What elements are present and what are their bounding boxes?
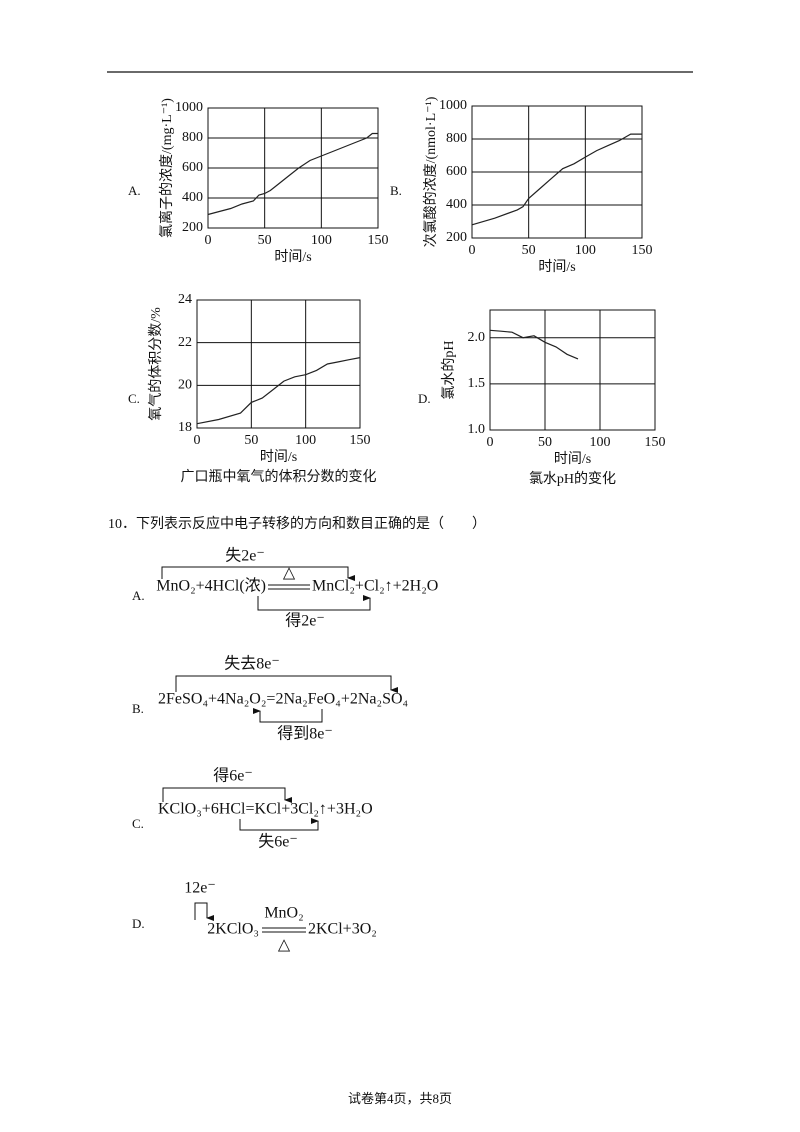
y-tick-label: 800 [182,130,203,145]
transfer-arrow [194,902,214,921]
y-axis-label: 氯水的pH [441,340,457,399]
question-stem: 下列表示反应中电子转移的方向和数目正确的是（ ） [136,515,486,532]
transfer-arrow [175,675,398,693]
x-tick-label: 0 [487,435,494,450]
y-tick-label: 1000 [439,98,467,113]
transfer-label: 失去8e⁻ [224,655,280,673]
x-axis-label: 时间/s [538,259,575,275]
y-tick-label: 24 [178,292,192,307]
y-tick-label: 1.5 [468,376,486,391]
chart-caption: 氯水pH的变化 [529,471,616,487]
option-label: C. [132,816,144,831]
y-tick-label: 1000 [175,100,203,115]
transfer-arrow [239,818,319,831]
condition: △ [278,937,291,954]
x-axis-label: 时间/s [274,249,311,265]
equation-right: 2KCl+3O₂ [308,921,377,938]
x-tick-label: 100 [311,233,332,248]
x-tick-label: 150 [368,233,389,248]
option-label: A. [128,183,141,198]
y-tick-label: 18 [178,420,192,435]
transfer-label: 失2e⁻ [225,547,265,565]
x-tick-label: 100 [575,243,596,258]
option-label: C. [128,391,140,406]
option-label: A. [132,588,145,603]
transfer-label: 12e⁻ [184,880,216,897]
y-tick-label: 20 [178,378,192,393]
equation: KClO₃+6HCl=KCl+3Cl₂↑+3H₂O [158,801,373,818]
question-number: 10． [108,517,136,532]
y-tick-label: 1.0 [468,422,486,437]
transfer-arrow [253,708,323,723]
equation-left: 2KClO₃ [207,921,259,938]
equation: 2FeSO₄+4Na₂O₂=2Na₂FeO₄+2Na₂SO₄ [158,691,409,708]
x-tick-label: 50 [244,433,258,448]
transfer-label: 得6e⁻ [213,767,253,785]
data-line [207,132,378,216]
transfer-arrow [257,595,371,611]
option-label: B. [132,701,144,716]
x-tick-label: 0 [469,243,476,258]
transfer-label: 得2e⁻ [285,612,325,630]
transfer-label: 失6e⁻ [258,833,298,851]
plot-frame [489,309,656,431]
x-tick-label: 100 [590,435,611,450]
option-label: D. [132,916,145,931]
y-axis-label: 氧气的体积分数/% [148,307,164,421]
y-tick-label: 200 [182,220,203,235]
plot-frame [471,105,643,239]
data-line [196,357,361,425]
x-tick-label: 150 [350,433,371,448]
transfer-label: 得到8e⁻ [277,725,333,743]
option-label: D. [418,391,431,406]
footer: 试卷第4页，共8页 [348,1091,452,1106]
x-tick-label: 50 [522,243,536,258]
x-tick-label: 100 [295,433,316,448]
y-tick-label: 2.0 [468,330,486,345]
y-tick-label: 22 [178,335,192,350]
x-tick-label: 0 [205,233,212,248]
condition: MnO₂ [264,905,303,922]
x-axis-label: 时间/s [554,451,591,467]
x-axis-label: 时间/s [260,449,297,465]
x-tick-label: 150 [632,243,653,258]
y-axis-label: 氯离子的浓度/(mg·L⁻¹) [158,98,175,238]
equation-right: MnCl₂+Cl₂↑+2H₂O [312,578,438,595]
transfer-arrow [162,787,292,803]
data-line [471,133,642,226]
plot-frame [196,299,361,429]
option-label: B. [390,183,402,198]
y-axis-label: 次氯酸的浓度/(nmol·L⁻¹) [423,96,439,247]
chart-caption: 广口瓶中氧气的体积分数的变化 [181,469,377,485]
data-line [489,329,579,360]
x-tick-label: 0 [194,433,201,448]
y-tick-label: 200 [446,230,467,245]
y-tick-label: 600 [182,160,203,175]
equation-left: MnO₂+4HCl(浓) [156,577,266,595]
y-tick-label: 600 [446,164,467,179]
transfer-arrow [161,566,355,581]
y-tick-label: 400 [446,197,467,212]
x-tick-label: 50 [258,233,272,248]
y-tick-label: 400 [182,190,203,205]
x-tick-label: 50 [538,435,552,450]
condition: △ [283,565,296,582]
y-tick-label: 800 [446,131,467,146]
x-tick-label: 150 [645,435,666,450]
plot-frame [207,107,379,229]
